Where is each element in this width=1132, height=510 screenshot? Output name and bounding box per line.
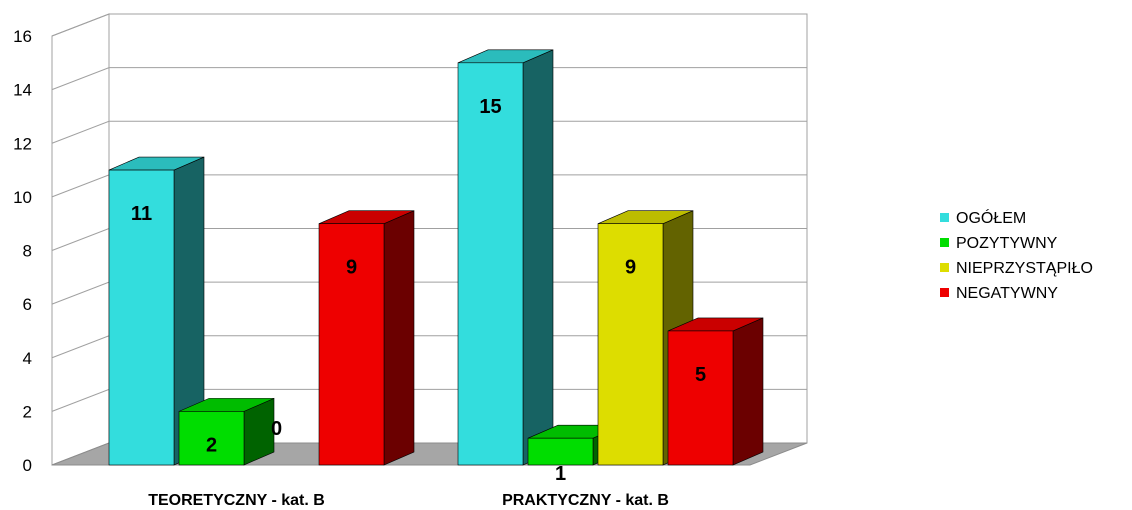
data-label: 0	[271, 418, 282, 440]
data-labels: 11 2 0 9 15 1 9 5	[131, 96, 706, 485]
legend-label: NIEPRZYSTĄPIŁO	[956, 260, 1093, 277]
legend-label: POZYTYWNY	[956, 235, 1058, 252]
legend: OGÓŁEM POZYTYWNY NIEPRZYSTĄPIŁO NEGATYWNY	[940, 208, 1093, 302]
legend-swatch	[940, 238, 949, 247]
data-label: 15	[479, 96, 501, 118]
x-tick-label: TEORETYCZNY - kat. B	[148, 492, 325, 509]
data-label: 9	[346, 257, 357, 279]
x-tick-label: PRAKTYCZNY - kat. B	[502, 492, 669, 509]
data-label: 5	[695, 364, 706, 386]
bar	[597, 223, 664, 466]
bar	[667, 330, 734, 466]
y-tick-label: 14	[13, 81, 32, 100]
data-label: 11	[131, 203, 152, 225]
bar	[178, 411, 245, 466]
legend-swatch	[940, 263, 949, 272]
bar	[527, 437, 594, 466]
legend-label: OGÓŁEM	[956, 208, 1026, 227]
y-tick-label: 16	[13, 27, 32, 46]
bar	[457, 62, 524, 466]
y-tick-label: 10	[13, 188, 32, 207]
y-tick-label: 4	[23, 349, 32, 368]
bars	[108, 49, 764, 466]
legend-swatch	[940, 213, 949, 222]
legend-swatch	[940, 288, 949, 297]
y-tick-label: 2	[23, 402, 32, 421]
legend-label: NEGATYWNY	[956, 285, 1058, 302]
y-tick-label: 12	[13, 134, 32, 153]
bar	[108, 169, 175, 466]
y-tick-label: 6	[23, 295, 32, 314]
bar-side	[383, 210, 415, 466]
gridlines	[51, 13, 807, 412]
gridline	[51, 120, 807, 144]
bar-side	[522, 49, 554, 466]
data-label: 9	[625, 257, 636, 279]
bar	[318, 223, 385, 466]
y-axis-ticks: 0 2 4 6 8 10 12 14 16	[13, 27, 32, 475]
gridline	[51, 67, 807, 91]
data-label: 1	[555, 463, 566, 485]
data-label: 2	[206, 434, 217, 456]
y-tick-label: 0	[23, 456, 32, 475]
y-tick-label: 8	[23, 242, 32, 261]
category-labels: TEORETYCZNY - kat. B PRAKTYCZNY - kat. B	[148, 492, 669, 509]
bar-side	[732, 317, 764, 466]
gridline	[51, 13, 807, 37]
